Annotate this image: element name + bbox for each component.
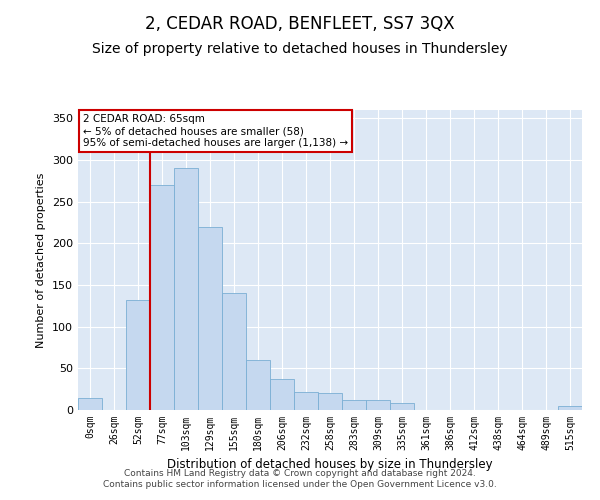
Bar [222,294,246,410]
Bar [78,398,102,410]
Text: 2, CEDAR ROAD, BENFLEET, SS7 3QX: 2, CEDAR ROAD, BENFLEET, SS7 3QX [145,15,455,33]
Bar [366,400,390,410]
Text: 2 CEDAR ROAD: 65sqm
← 5% of detached houses are smaller (58)
95% of semi-detache: 2 CEDAR ROAD: 65sqm ← 5% of detached hou… [83,114,348,148]
Bar [198,226,222,410]
X-axis label: Distribution of detached houses by size in Thundersley: Distribution of detached houses by size … [167,458,493,471]
Y-axis label: Number of detached properties: Number of detached properties [37,172,46,348]
Bar [150,185,174,410]
Bar [126,300,150,410]
Text: Contains HM Land Registry data © Crown copyright and database right 2024.: Contains HM Land Registry data © Crown c… [124,468,476,477]
Bar [390,404,414,410]
Bar [246,360,270,410]
Bar [342,400,366,410]
Text: Size of property relative to detached houses in Thundersley: Size of property relative to detached ho… [92,42,508,56]
Bar [318,394,342,410]
Text: Contains public sector information licensed under the Open Government Licence v3: Contains public sector information licen… [103,480,497,489]
Bar [270,379,294,410]
Bar [174,168,198,410]
Bar [558,406,582,410]
Bar [294,392,318,410]
